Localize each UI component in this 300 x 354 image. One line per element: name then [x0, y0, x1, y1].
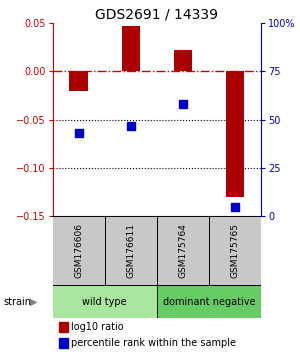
- Text: GSM175764: GSM175764: [178, 223, 187, 278]
- Text: dominant negative: dominant negative: [163, 297, 255, 307]
- Title: GDS2691 / 14339: GDS2691 / 14339: [95, 8, 218, 22]
- Text: GSM175765: GSM175765: [230, 223, 239, 279]
- Bar: [52, 285, 157, 318]
- Point: [76, 130, 81, 136]
- Bar: [157, 285, 261, 318]
- Bar: [157, 216, 209, 285]
- Bar: [122, 26, 140, 72]
- Bar: [226, 72, 244, 197]
- Text: strain: strain: [3, 297, 31, 307]
- Bar: [52, 216, 105, 285]
- Point: [128, 123, 133, 129]
- Bar: [209, 216, 261, 285]
- Point: [180, 101, 185, 107]
- Bar: [105, 216, 157, 285]
- Text: percentile rank within the sample: percentile rank within the sample: [71, 338, 236, 348]
- Bar: [69, 72, 88, 91]
- Text: GSM176606: GSM176606: [74, 223, 83, 279]
- Text: log10 ratio: log10 ratio: [71, 322, 124, 332]
- Bar: [174, 50, 192, 72]
- Point: [232, 204, 237, 210]
- Text: GSM176611: GSM176611: [126, 223, 135, 279]
- Bar: [59, 338, 68, 348]
- Bar: [59, 322, 68, 331]
- Text: wild type: wild type: [82, 297, 127, 307]
- Text: ▶: ▶: [30, 297, 38, 307]
